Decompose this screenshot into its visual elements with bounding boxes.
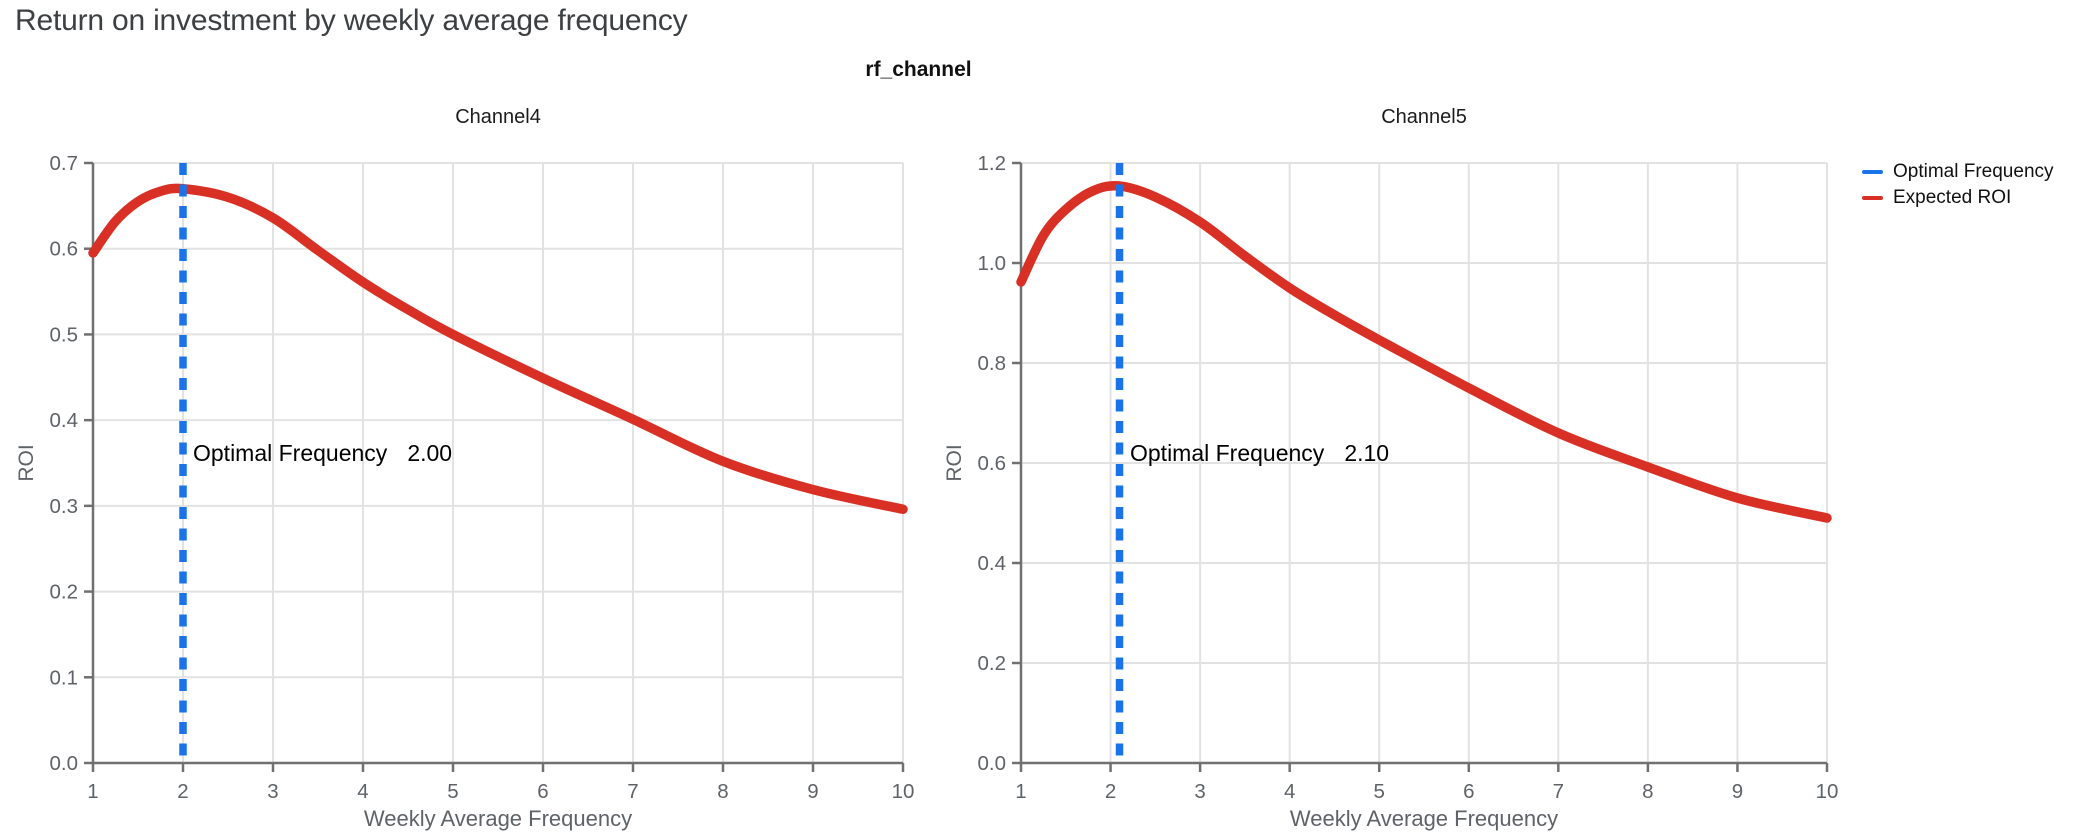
subplot-title-channel5: Channel5 — [1381, 106, 1467, 128]
x-tick-label: 6 — [537, 780, 548, 803]
legend-label: Expected ROI — [1893, 187, 2012, 208]
y-axis-label-right: ROI — [943, 444, 966, 482]
annotation-value: 2.10 — [1344, 440, 1390, 466]
x-tick-label: 2 — [177, 780, 188, 803]
x-tick-label: 6 — [1463, 780, 1474, 803]
x-tick-label: 10 — [1816, 780, 1839, 803]
subplot-title-channel4: Channel4 — [455, 106, 541, 128]
expected-roi-curve — [88, 183, 908, 515]
x-tick-label: 3 — [267, 780, 278, 803]
y-axis-label-left: ROI — [15, 444, 38, 482]
optimal-frequency-annotation-channel5: Optimal Frequency 2.10 — [1130, 441, 1389, 466]
y-tick-label: 0.0 — [50, 752, 79, 775]
y-tick-label: 0.5 — [50, 323, 79, 346]
annotation-label: Optimal Frequency — [1130, 440, 1325, 466]
page-title: Return on investment by weekly average f… — [15, 4, 688, 37]
x-tick-label: 1 — [87, 780, 98, 803]
x-tick-label: 3 — [1194, 780, 1205, 803]
y-tick-label: 0.2 — [978, 652, 1007, 675]
legend-item-expected-roi: Expected ROI — [1862, 185, 2054, 211]
x-axis-label-right: Weekly Average Frequency — [1289, 806, 1559, 831]
y-tick-label: 1.2 — [978, 152, 1007, 175]
x-tick-label: 8 — [1642, 780, 1653, 803]
x-tick-label: 10 — [892, 780, 915, 803]
y-tick-label: 0.0 — [978, 752, 1007, 775]
y-tick-label: 0.3 — [50, 495, 79, 518]
facet-title: rf_channel — [865, 58, 972, 81]
y-tick-label: 0.1 — [50, 666, 79, 689]
x-tick-label: 8 — [717, 780, 728, 803]
expected-roi-curve — [1016, 181, 1832, 523]
legend-line-icon — [1862, 196, 1883, 200]
x-axis-label-left: Weekly Average Frequency — [363, 806, 633, 831]
y-tick-label: 0.8 — [978, 352, 1007, 375]
x-tick-label: 4 — [357, 780, 368, 803]
x-tick-label: 1 — [1015, 780, 1026, 803]
y-tick-label: 0.6 — [978, 452, 1007, 475]
legend-label: Optimal Frequency — [1893, 161, 2054, 182]
annotation-label: Optimal Frequency — [193, 440, 388, 466]
legend: Optimal Frequency Expected ROI — [1862, 159, 2054, 211]
x-tick-label: 5 — [1374, 780, 1385, 803]
x-tick-label: 5 — [447, 780, 458, 803]
y-tick-label: 0.6 — [50, 238, 79, 261]
x-tick-label: 2 — [1105, 780, 1116, 803]
y-tick-label: 1.0 — [978, 252, 1007, 275]
x-tick-label: 9 — [1732, 780, 1743, 803]
annotation-value: 2.00 — [407, 440, 453, 466]
legend-line-icon — [1862, 170, 1883, 174]
y-tick-label: 0.7 — [50, 152, 79, 175]
x-tick-label: 7 — [627, 780, 638, 803]
y-tick-label: 0.2 — [50, 581, 79, 604]
x-tick-label: 9 — [807, 780, 818, 803]
optimal-frequency-annotation-channel4: Optimal Frequency 2.00 — [193, 441, 452, 466]
y-tick-label: 0.4 — [50, 409, 79, 432]
x-tick-label: 7 — [1553, 780, 1564, 803]
legend-item-optimal-frequency: Optimal Frequency — [1862, 159, 2054, 185]
x-tick-label: 4 — [1284, 780, 1295, 803]
y-tick-label: 0.4 — [978, 552, 1007, 575]
